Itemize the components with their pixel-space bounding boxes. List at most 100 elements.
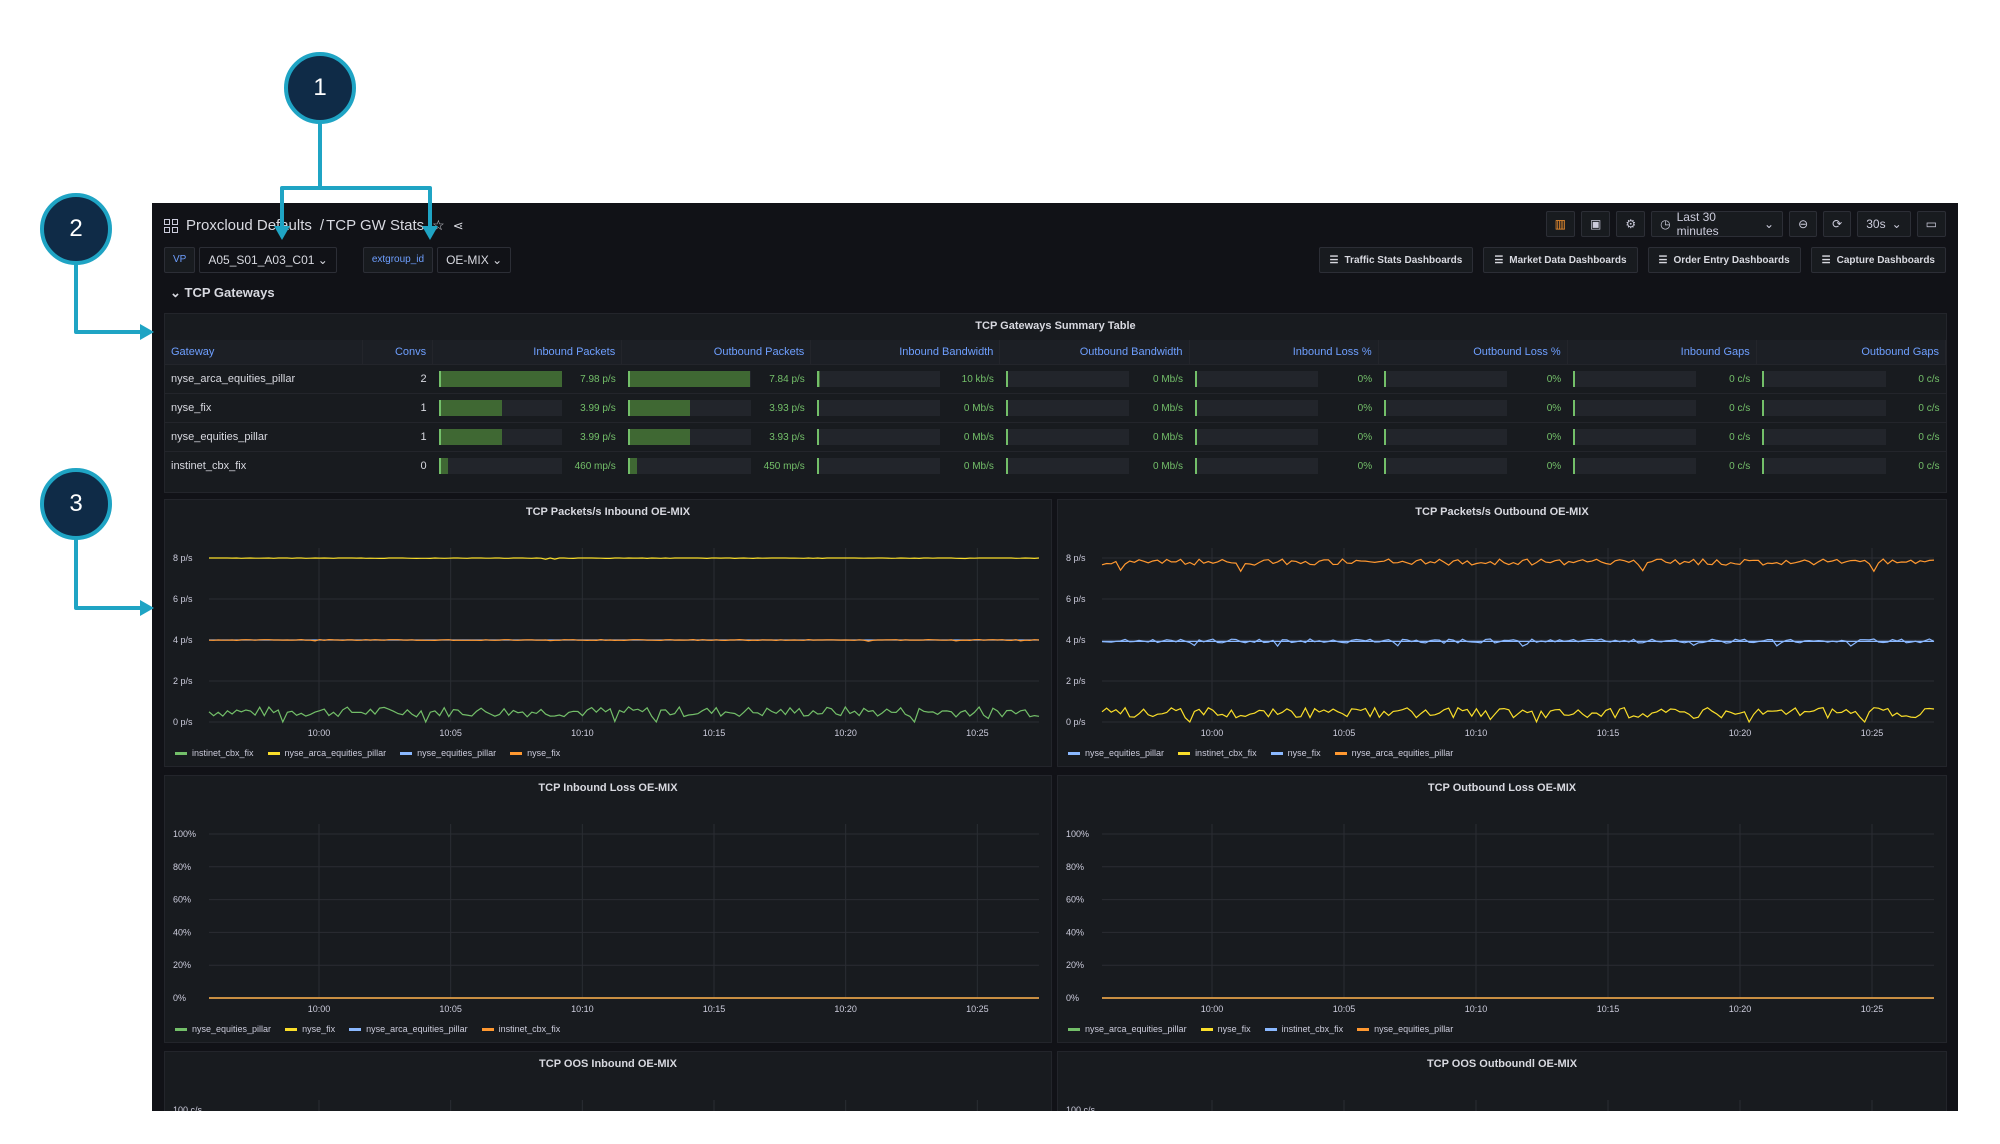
series-line[interactable] — [208, 638, 1040, 642]
legend-item[interactable]: nyse_arca_equities_pillar — [349, 1024, 468, 1034]
panel-title[interactable]: TCP Packets/s Outbound OE-MIX — [1415, 506, 1589, 518]
legend-item[interactable]: instinet_cbx_fix — [175, 748, 254, 758]
save-dashboard-button[interactable]: ▣ — [1581, 211, 1611, 237]
series-line[interactable] — [1101, 558, 1935, 573]
legend-item[interactable]: nyse_fix — [285, 1024, 335, 1034]
column-header[interactable]: Gateway — [165, 340, 364, 365]
legend-item[interactable]: nyse_equities_pillar — [400, 748, 496, 758]
dashboard-links: ☰ Traffic Stats Dashboards ☰ Market Data D… — [1318, 247, 1946, 273]
graph-panel[interactable]: TCP Packets/s Inbound OE-MIX 0 p/s 2 p/s 4 … — [164, 499, 1052, 767]
graph-panel[interactable]: TCP Outbound Loss OE-MIX 0% 20% 40% 60% 80% 10… — [1057, 775, 1947, 1043]
legend-item[interactable]: nyse_arca_equities_pillar — [267, 748, 386, 758]
series-line[interactable] — [209, 557, 1040, 560]
x-tick-label: 10:05 — [1333, 1004, 1356, 1014]
y-tick-label: 0 p/s — [1066, 717, 1086, 727]
legend-label: nyse_arca_equities_pillar — [1351, 748, 1454, 758]
column-header[interactable]: Inbound Gaps — [1567, 340, 1757, 365]
y-tick-label: 0 p/s — [173, 717, 193, 727]
panel-title[interactable]: TCP Packets/s Inbound OE-MIX — [525, 506, 691, 518]
bar-gauge-fill — [816, 400, 819, 416]
link-traffic-stats[interactable]: ☰ Traffic Stats Dashboards — [1318, 247, 1474, 273]
column-header[interactable]: Inbound Packets — [432, 340, 623, 365]
gauge-value: 0% — [1546, 431, 1562, 443]
legend-item[interactable]: instinet_cbx_fix — [1178, 748, 1257, 758]
column-header[interactable]: Outbound Loss % — [1378, 340, 1568, 365]
link-capture[interactable]: ☰ Capture Dashboards — [1810, 247, 1946, 273]
gauge-value: 0% — [1546, 402, 1562, 414]
graph-plot: 100 c/s — [173, 1100, 978, 1111]
refresh-button[interactable]: ⟳ — [1823, 211, 1852, 237]
legend-item[interactable]: nyse_fix — [1200, 1024, 1251, 1034]
link-label: Traffic Stats Dashboards — [1344, 254, 1463, 266]
variable-select-extgroup[interactable]: OE-MIX ⌄ — [437, 247, 512, 273]
legend-label: instinet_cbx_fix — [192, 748, 254, 758]
legend-swatch — [1334, 751, 1347, 755]
gauge-cell: 0 Mb/s — [999, 364, 1189, 394]
zoom-out-button[interactable]: ⊖ — [1789, 211, 1818, 237]
series-line[interactable] — [1101, 706, 1935, 724]
column-header[interactable]: Outbound Bandwidth — [999, 340, 1190, 365]
chevron-down-icon: ⌄ — [1764, 217, 1775, 231]
legend-item[interactable]: nyse_arca_equities_pillar — [1068, 1024, 1187, 1034]
bar-gauge — [1195, 429, 1319, 445]
row-header-tcp-gateways[interactable]: ⌄ TCP Gateways — [170, 285, 275, 301]
y-tick-label: 80% — [173, 862, 191, 872]
gauge-cell: 0% — [1189, 364, 1379, 394]
column-header[interactable]: Inbound Loss % — [1189, 340, 1379, 365]
refresh-interval-picker[interactable]: 30s ⌄ — [1857, 211, 1911, 237]
legend-item[interactable]: nyse_fix — [1270, 748, 1321, 758]
convs-cell: 1 — [362, 393, 433, 423]
column-header[interactable]: Outbound Gaps — [1756, 340, 1947, 365]
gauge-value: 0 Mb/s — [1152, 460, 1183, 472]
legend-label: instinet_cbx_fix — [1195, 748, 1257, 758]
column-header[interactable]: Inbound Bandwidth — [810, 340, 1001, 365]
panel-title[interactable]: TCP Outbound Loss OE-MIX — [1427, 782, 1577, 794]
dashboards-grid-icon[interactable] — [164, 218, 178, 233]
add-panel-button[interactable]: ▥ — [1545, 211, 1575, 237]
legend-item[interactable]: instinet_cbx_fix — [481, 1024, 560, 1034]
column-header[interactable]: Outbound Packets — [621, 340, 812, 365]
zoom-out-icon: ⊖ — [1798, 217, 1809, 231]
gauge-cell: 0 c/s — [1756, 364, 1946, 394]
panel-title[interactable]: TCP OOS Inbound OE-MIX — [539, 1058, 677, 1070]
bar-gauge — [1762, 458, 1886, 474]
legend-item[interactable]: nyse_arca_equities_pillar — [1334, 748, 1454, 758]
panel-title[interactable]: TCP Inbound Loss OE-MIX — [538, 782, 678, 794]
graph-panel[interactable]: TCP Packets/s Outbound OE-MIX 0 p/s 2 p/s 4… — [1057, 499, 1947, 767]
time-picker[interactable]: ◷ Last 30 minutes ⌄ — [1651, 210, 1784, 238]
graph-panel[interactable]: TCP Inbound Loss OE-MIX 0% 20% 40% 60% 80% 100… — [164, 775, 1052, 1043]
graph-panel[interactable]: TCP OOS Inbound OE-MIX 100 c/s — [164, 1051, 1052, 1111]
tv-mode-button[interactable]: ▭ — [1916, 211, 1946, 237]
share-icon[interactable]: ⋖ — [452, 217, 464, 233]
legend-item[interactable]: instinet_cbx_fix — [1264, 1024, 1343, 1034]
settings-button[interactable]: ⚙ — [1616, 211, 1646, 237]
legend-item[interactable]: nyse_equities_pillar — [175, 1024, 271, 1034]
legend-swatch — [1264, 1027, 1277, 1031]
legend-item[interactable]: nyse_equities_pillar — [1068, 748, 1164, 758]
column-header[interactable]: Convs — [362, 340, 434, 365]
variable-select-vp[interactable]: A05_S01_A03_C01 ⌄ — [199, 247, 337, 273]
gauge-cell: 0 Mb/s — [810, 393, 1000, 423]
y-tick-label: 100% — [1066, 829, 1089, 839]
bar-gauge — [1762, 429, 1886, 445]
bar-gauge — [627, 371, 751, 387]
y-tick-label: 4 p/s — [173, 635, 193, 645]
panel-title[interactable]: TCP OOS Outboundl OE-MIX — [1426, 1058, 1578, 1070]
gauge-value: 0% — [1357, 373, 1373, 385]
bar-gauge — [816, 400, 940, 416]
breadcrumb-dashboard-title[interactable]: TCP GW Stats — [326, 217, 425, 234]
legend-item[interactable]: nyse_fix — [510, 748, 560, 758]
legend-item[interactable]: nyse_equities_pillar — [1357, 1024, 1453, 1034]
y-tick-label: 100% — [173, 829, 196, 839]
link-market-data[interactable]: ☰ Market Data Dashboards — [1483, 247, 1638, 273]
gauge-cell: 0 c/s — [1567, 451, 1757, 480]
convs-cell: 1 — [362, 422, 433, 452]
series-line[interactable] — [208, 705, 1040, 724]
gauge-cell: 0% — [1378, 393, 1568, 423]
link-order-entry[interactable]: ☰ Order Entry Dashboards — [1647, 247, 1801, 273]
y-tick-label: 60% — [173, 895, 191, 905]
bar-gauge-fill — [438, 371, 563, 387]
convs-cell: 0 — [362, 451, 433, 480]
graph-panel[interactable]: TCP OOS Outboundl OE-MIX 100 c/s — [1057, 1051, 1947, 1111]
